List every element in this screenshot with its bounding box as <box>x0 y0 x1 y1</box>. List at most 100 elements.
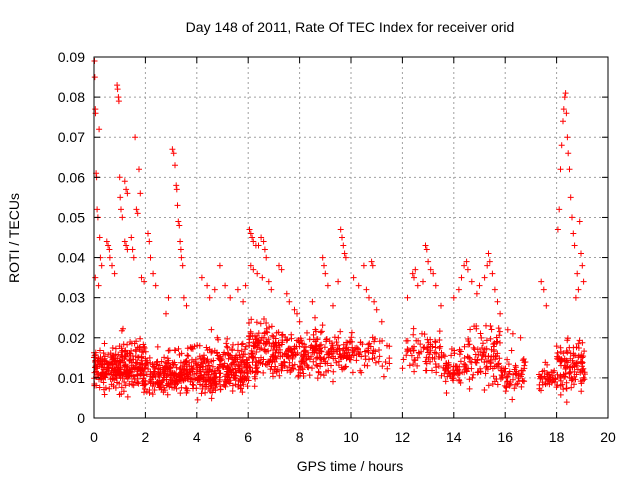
data-point <box>441 353 448 360</box>
data-point <box>547 374 554 381</box>
data-point <box>176 366 183 373</box>
data-point <box>121 178 128 185</box>
data-point <box>369 262 376 269</box>
data-point <box>123 373 130 380</box>
data-point <box>405 347 412 354</box>
data-point <box>246 226 253 233</box>
data-point <box>488 353 495 360</box>
data-point <box>165 347 172 354</box>
data-point <box>206 294 213 301</box>
data-point <box>186 359 193 366</box>
data-point <box>350 347 357 354</box>
data-point <box>512 381 519 388</box>
data-point <box>571 242 578 249</box>
data-point <box>317 345 323 352</box>
data-point <box>105 351 112 358</box>
data-point <box>250 266 257 273</box>
data-point <box>151 387 158 393</box>
data-point <box>481 274 488 281</box>
data-point <box>240 298 247 305</box>
data-point <box>337 354 344 360</box>
data-point <box>291 306 298 313</box>
data-point <box>95 282 102 289</box>
data-point <box>521 359 528 366</box>
data-point <box>106 246 113 253</box>
data-point <box>116 380 123 387</box>
data-point <box>140 341 147 348</box>
data-point <box>259 274 266 281</box>
data-point <box>196 368 203 375</box>
data-point <box>258 345 265 352</box>
data-point <box>517 334 524 341</box>
data-point <box>141 345 148 351</box>
data-point <box>141 380 148 387</box>
data-point <box>245 370 251 377</box>
data-point <box>178 378 185 384</box>
data-point <box>461 369 468 376</box>
data-point <box>137 335 144 342</box>
y-tick-label: 0.01 <box>58 370 85 386</box>
data-point <box>570 230 577 237</box>
data-point <box>128 347 135 354</box>
data-point <box>475 351 482 358</box>
data-point <box>124 246 131 253</box>
data-point <box>163 310 169 317</box>
data-point <box>136 166 142 173</box>
data-point <box>443 390 450 396</box>
data-point <box>146 378 153 384</box>
data-point <box>483 337 490 344</box>
data-point <box>578 388 585 395</box>
data-point <box>558 142 565 149</box>
data-point <box>264 358 271 365</box>
data-point <box>253 349 260 355</box>
data-point <box>142 348 149 355</box>
data-point <box>162 363 169 370</box>
data-point <box>124 341 131 348</box>
data-point <box>467 326 474 333</box>
data-point <box>279 339 286 346</box>
data-point <box>317 329 324 336</box>
data-point <box>300 353 307 360</box>
data-point <box>240 381 247 388</box>
data-point <box>255 357 262 364</box>
data-point <box>172 162 178 169</box>
data-point <box>169 146 176 153</box>
data-point <box>488 326 495 333</box>
data-point <box>478 334 485 341</box>
data-point <box>271 358 278 365</box>
data-point <box>149 391 156 398</box>
data-point <box>432 282 439 289</box>
data-point <box>372 359 379 366</box>
data-point <box>504 356 511 363</box>
data-point <box>275 350 282 356</box>
data-point <box>238 348 245 355</box>
data-point <box>134 380 141 386</box>
data-point <box>408 352 415 359</box>
data-point <box>235 381 242 388</box>
data-point <box>112 345 119 352</box>
data-point <box>264 362 270 368</box>
data-point <box>96 234 103 241</box>
data-point <box>123 186 130 193</box>
data-point <box>189 356 195 363</box>
data-point <box>230 341 236 348</box>
data-point <box>427 358 434 365</box>
data-point <box>416 350 423 357</box>
data-point <box>133 206 140 213</box>
data-point <box>382 359 389 365</box>
data-point <box>134 210 141 217</box>
data-point <box>178 369 184 376</box>
data-point <box>236 352 243 358</box>
data-point <box>478 356 485 363</box>
data-point <box>139 348 145 355</box>
data-point <box>455 286 462 293</box>
data-point <box>185 353 192 359</box>
data-point <box>470 371 477 378</box>
data-point <box>578 352 585 358</box>
data-point <box>334 346 341 353</box>
data-point <box>154 378 161 385</box>
data-point <box>111 270 118 277</box>
data-point <box>465 365 472 372</box>
data-point <box>109 355 116 362</box>
data-point <box>100 350 107 356</box>
